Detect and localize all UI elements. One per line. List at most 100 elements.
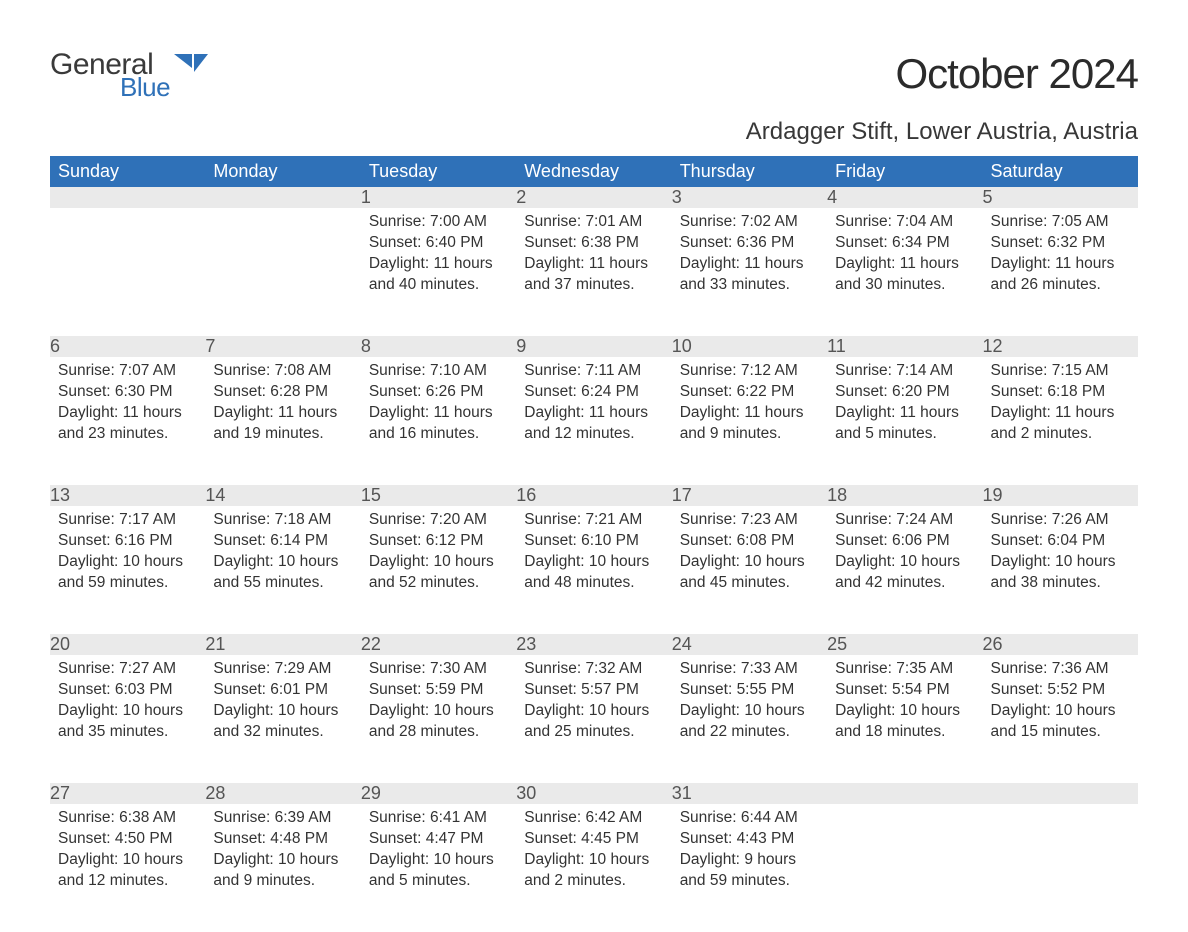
- sunset-line: Sunset: 6:06 PM: [835, 531, 974, 552]
- sunset-label: Sunset:: [524, 234, 581, 251]
- day-number: 21: [205, 634, 225, 654]
- sunrise-value: 7:29 AM: [275, 660, 332, 677]
- weekday-header: Friday: [827, 156, 982, 187]
- day-details: Sunrise: 7:36 AMSunset: 5:52 PMDaylight:…: [983, 655, 1138, 753]
- sunset-line: Sunset: 4:47 PM: [369, 829, 508, 850]
- day-details: Sunrise: 7:27 AMSunset: 6:03 PMDaylight:…: [50, 655, 205, 753]
- day-number-cell: 24: [672, 634, 827, 655]
- day-number-cell: [205, 187, 360, 208]
- sunset-line: Sunset: 4:43 PM: [680, 829, 819, 850]
- sunset-line: Sunset: 5:59 PM: [369, 680, 508, 701]
- sunrise-line: Sunrise: 7:23 AM: [680, 510, 819, 531]
- sunrise-line: Sunrise: 7:00 AM: [369, 212, 508, 233]
- sunset-line: Sunset: 6:40 PM: [369, 233, 508, 254]
- day-cell: Sunrise: 7:20 AMSunset: 6:12 PMDaylight:…: [361, 506, 516, 634]
- day-cell: Sunrise: 7:14 AMSunset: 6:20 PMDaylight:…: [827, 357, 982, 485]
- sunset-value: 5:54 PM: [892, 681, 950, 698]
- sunset-label: Sunset:: [835, 532, 892, 549]
- day-details: Sunrise: 7:33 AMSunset: 5:55 PMDaylight:…: [672, 655, 827, 753]
- day-details: Sunrise: 7:11 AMSunset: 6:24 PMDaylight:…: [516, 357, 671, 455]
- day-number-cell: 17: [672, 485, 827, 506]
- sunrise-value: 7:01 AM: [585, 213, 642, 230]
- sunset-label: Sunset:: [213, 383, 270, 400]
- sunset-value: 4:48 PM: [270, 830, 328, 847]
- day-cell: [983, 804, 1138, 932]
- sunrise-line: Sunrise: 6:38 AM: [58, 808, 197, 829]
- daylight-label: Daylight:: [58, 851, 123, 868]
- sunrise-label: Sunrise:: [58, 362, 119, 379]
- sunset-label: Sunset:: [58, 532, 115, 549]
- day-number: 3: [672, 187, 682, 207]
- day-cell: Sunrise: 7:15 AMSunset: 6:18 PMDaylight:…: [983, 357, 1138, 485]
- sunrise-value: 7:32 AM: [585, 660, 642, 677]
- day-number-cell: 7: [205, 336, 360, 357]
- sunrise-line: Sunrise: 7:26 AM: [991, 510, 1130, 531]
- day-number-cell: 20: [50, 634, 205, 655]
- day-number: 11: [827, 336, 846, 356]
- daylight-line: Daylight: 10 hours and 28 minutes.: [369, 701, 508, 743]
- daylight-line: Daylight: 10 hours and 12 minutes.: [58, 850, 197, 892]
- sunset-line: Sunset: 6:34 PM: [835, 233, 974, 254]
- day-details: Sunrise: 7:26 AMSunset: 6:04 PMDaylight:…: [983, 506, 1138, 604]
- day-cell: [50, 208, 205, 336]
- sunset-value: 6:28 PM: [270, 383, 328, 400]
- header: General Blue October 2024: [50, 50, 1138, 100]
- daylight-line: Daylight: 9 hours and 59 minutes.: [680, 850, 819, 892]
- sunset-line: Sunset: 6:03 PM: [58, 680, 197, 701]
- sunrise-value: 6:38 AM: [119, 809, 176, 826]
- sunset-label: Sunset:: [835, 234, 892, 251]
- day-number-cell: 23: [516, 634, 671, 655]
- sunset-label: Sunset:: [835, 681, 892, 698]
- day-number: 19: [983, 485, 1003, 505]
- sunrise-line: Sunrise: 7:29 AM: [213, 659, 352, 680]
- sunrise-label: Sunrise:: [369, 362, 430, 379]
- daylight-label: Daylight:: [991, 404, 1056, 421]
- day-cell: Sunrise: 7:02 AMSunset: 6:36 PMDaylight:…: [672, 208, 827, 336]
- day-cell: Sunrise: 7:07 AMSunset: 6:30 PMDaylight:…: [50, 357, 205, 485]
- day-details: Sunrise: 7:02 AMSunset: 6:36 PMDaylight:…: [672, 208, 827, 306]
- day-number: 23: [516, 634, 536, 654]
- sunset-line: Sunset: 6:30 PM: [58, 382, 197, 403]
- sunset-line: Sunset: 6:36 PM: [680, 233, 819, 254]
- daylight-label: Daylight:: [835, 702, 900, 719]
- logo-text-blue: Blue: [120, 74, 170, 100]
- day-details: Sunrise: 7:05 AMSunset: 6:32 PMDaylight:…: [983, 208, 1138, 306]
- sunset-line: Sunset: 5:52 PM: [991, 680, 1130, 701]
- daylight-line: Daylight: 10 hours and 32 minutes.: [213, 701, 352, 743]
- sunset-line: Sunset: 5:55 PM: [680, 680, 819, 701]
- day-cell: Sunrise: 7:10 AMSunset: 6:26 PMDaylight:…: [361, 357, 516, 485]
- sunset-label: Sunset:: [680, 830, 737, 847]
- day-number: 26: [983, 634, 1003, 654]
- day-details: Sunrise: 7:20 AMSunset: 6:12 PMDaylight:…: [361, 506, 516, 604]
- sunrise-label: Sunrise:: [58, 511, 119, 528]
- sunrise-value: 7:14 AM: [896, 362, 953, 379]
- sunrise-line: Sunrise: 7:14 AM: [835, 361, 974, 382]
- sunset-label: Sunset:: [369, 681, 426, 698]
- sunset-line: Sunset: 6:14 PM: [213, 531, 352, 552]
- sunrise-line: Sunrise: 7:36 AM: [991, 659, 1130, 680]
- sunrise-value: 7:35 AM: [896, 660, 953, 677]
- day-cell: [827, 804, 982, 932]
- day-number-cell: 30: [516, 783, 671, 804]
- sunrise-value: 7:27 AM: [119, 660, 176, 677]
- sunset-line: Sunset: 6:32 PM: [991, 233, 1130, 254]
- sunset-value: 6:06 PM: [892, 532, 950, 549]
- sunrise-line: Sunrise: 7:27 AM: [58, 659, 197, 680]
- sunset-value: 6:03 PM: [115, 681, 173, 698]
- day-details: Sunrise: 7:35 AMSunset: 5:54 PMDaylight:…: [827, 655, 982, 753]
- sunset-value: 5:52 PM: [1047, 681, 1105, 698]
- day-number: 8: [361, 336, 371, 356]
- day-number: 2: [516, 187, 526, 207]
- sunrise-label: Sunrise:: [524, 809, 585, 826]
- day-number-cell: 8: [361, 336, 516, 357]
- sunset-line: Sunset: 6:18 PM: [991, 382, 1130, 403]
- sunset-value: 6:38 PM: [581, 234, 639, 251]
- day-number: 17: [672, 485, 692, 505]
- daylight-line: Daylight: 11 hours and 23 minutes.: [58, 403, 197, 445]
- day-cell: Sunrise: 7:17 AMSunset: 6:16 PMDaylight:…: [50, 506, 205, 634]
- sunset-line: Sunset: 6:26 PM: [369, 382, 508, 403]
- daylight-label: Daylight:: [680, 255, 745, 272]
- daylight-line: Daylight: 11 hours and 5 minutes.: [835, 403, 974, 445]
- daylight-label: Daylight:: [524, 702, 589, 719]
- daylight-line: Daylight: 10 hours and 48 minutes.: [524, 552, 663, 594]
